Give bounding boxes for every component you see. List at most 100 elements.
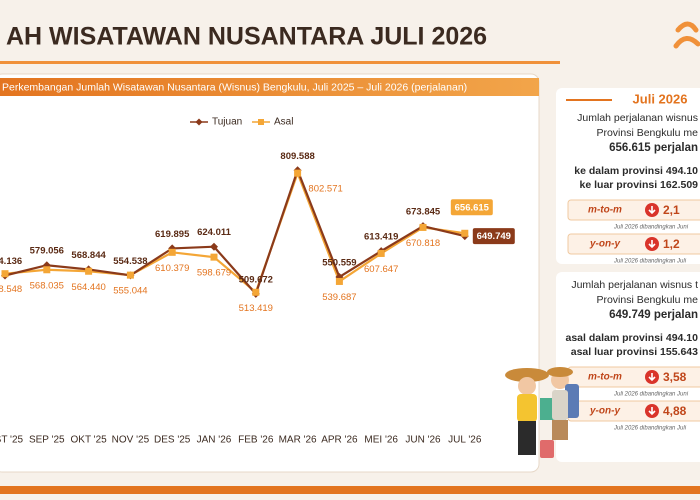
chart-card [0, 73, 540, 473]
data-point [1, 270, 9, 278]
data-point [419, 223, 427, 231]
title-rule [0, 61, 560, 64]
down-arrow [648, 240, 656, 249]
down-arrow [648, 206, 656, 215]
x-tick-label: APR '26 [321, 435, 358, 446]
data-point [335, 277, 343, 285]
change-note: Juli 2026 dibandingkan Juni [613, 392, 689, 398]
legend-label: Asal [274, 117, 293, 128]
legend-label: Tujuan [212, 117, 242, 128]
value-label: 673.845 [406, 207, 441, 218]
shorts [552, 420, 568, 440]
value-label: 670.818 [406, 238, 440, 249]
panel-line: Jumlah perjalanan wisnus [577, 112, 698, 124]
logo-arc [675, 21, 699, 33]
pants [518, 421, 536, 455]
value-label-box [450, 199, 493, 216]
series-line [4, 169, 465, 295]
change-label: y-on-y [589, 406, 620, 417]
change-value: 1,2 [663, 237, 680, 251]
legend-marker [258, 119, 264, 125]
suitcase [540, 440, 554, 458]
x-tick-label: MEI '26 [364, 435, 398, 446]
value-label: 568.035 [30, 280, 64, 291]
value-label: 802.571 [308, 184, 342, 195]
change-box [567, 199, 700, 221]
x-tick-label: DES '25 [154, 435, 191, 446]
value-label: 554.136 [0, 256, 22, 267]
value-label: 555.044 [113, 286, 147, 297]
data-point [126, 271, 134, 279]
panel-detail: asal luar provinsi 155.643 [571, 346, 698, 358]
x-tick-label: JUL '26 [448, 435, 482, 446]
legend-marker [195, 118, 203, 126]
hat [547, 367, 573, 377]
change-note: Juli 2026 dibandingkan Juli [613, 426, 687, 432]
change-value: 2,1 [663, 203, 680, 217]
value-label: 624.011 [197, 227, 232, 238]
x-tick-label: JAN '26 [197, 435, 232, 446]
value-label: 610.379 [155, 263, 189, 274]
data-point [377, 249, 385, 257]
change-value: 3,58 [663, 370, 687, 384]
x-tick-label: FEB '26 [238, 435, 274, 446]
x-tick-label: NOV '25 [112, 435, 150, 446]
panel-line: 649.749 perjalan [609, 309, 698, 321]
logo [673, 21, 700, 49]
x-tick-label: OKT '25 [71, 435, 108, 446]
series-line [4, 167, 466, 296]
panel-detail: ke luar provinsi 162.509 [580, 179, 699, 191]
value-label: 619.895 [155, 229, 190, 240]
panel: Jumlah perjalanan wisnus Provinsi Bengkul… [566, 112, 700, 432]
change-label: m-to-m [588, 372, 622, 383]
value-label: 554.538 [113, 256, 147, 267]
chart-header [0, 78, 539, 96]
down-arrow [648, 407, 656, 416]
data-point [252, 288, 260, 296]
logo-arc [673, 36, 700, 49]
data-point [43, 266, 51, 274]
page-title: AH WISATAWAN NUSANTARA JULI 2026 [6, 23, 487, 51]
travelers-illustration [505, 367, 579, 458]
value-label: 568.844 [71, 250, 106, 261]
change-note: Juli 2026 dibandingkan Juni [613, 225, 689, 231]
x-tick-label: SEP '25 [29, 435, 65, 446]
data-point [210, 242, 218, 251]
data-point [294, 169, 302, 177]
panel-detail: ke dalam provinsi 494.10 [574, 165, 698, 177]
head [518, 377, 536, 395]
value-label: 656.615 [455, 202, 490, 213]
value-label: 550.559 [322, 257, 356, 268]
value-label: 539.687 [322, 292, 356, 303]
x-tick-label: GST '25 [0, 435, 24, 446]
footer-stripe [0, 486, 700, 494]
panel-detail: asal dalam provinsi 494.10 [566, 332, 699, 344]
value-label: 809.588 [280, 151, 314, 162]
change-box [567, 233, 700, 255]
value-label: 613.419 [364, 232, 398, 243]
value-label: 598.679 [197, 268, 231, 279]
data-point [168, 248, 176, 256]
panel-line: Provinsi Bengkulu me [596, 127, 698, 139]
x-tick-label: JUN '26 [405, 435, 441, 446]
backpack [565, 384, 579, 418]
x-tick-label: MAR '26 [279, 435, 317, 446]
panel-line: 656.615 perjalan [609, 142, 698, 154]
panel-line: Provinsi Bengkulu me [596, 294, 698, 306]
down-arrow [648, 373, 656, 382]
panel-line: Jumlah perjalanan wisnus t [571, 279, 698, 291]
hat [505, 368, 549, 382]
change-note: Juli 2026 dibandingkan Juli [613, 259, 687, 265]
value-label: 558.548 [0, 284, 22, 295]
plot: GST '25 SEP '25 OKT '25 NOV '25 DES '25 JAN '… [0, 117, 515, 446]
value-label: 649.749 [477, 231, 511, 242]
value-label: 607.647 [364, 264, 398, 275]
data-point [461, 229, 469, 237]
change-value: 4,88 [663, 404, 687, 418]
change-label: y-on-y [589, 239, 620, 250]
panel-rule [566, 99, 612, 101]
value-label: 579.056 [30, 246, 64, 257]
chart-title: Perkembangan Jumlah Wisatawan Nusantara … [2, 81, 467, 93]
